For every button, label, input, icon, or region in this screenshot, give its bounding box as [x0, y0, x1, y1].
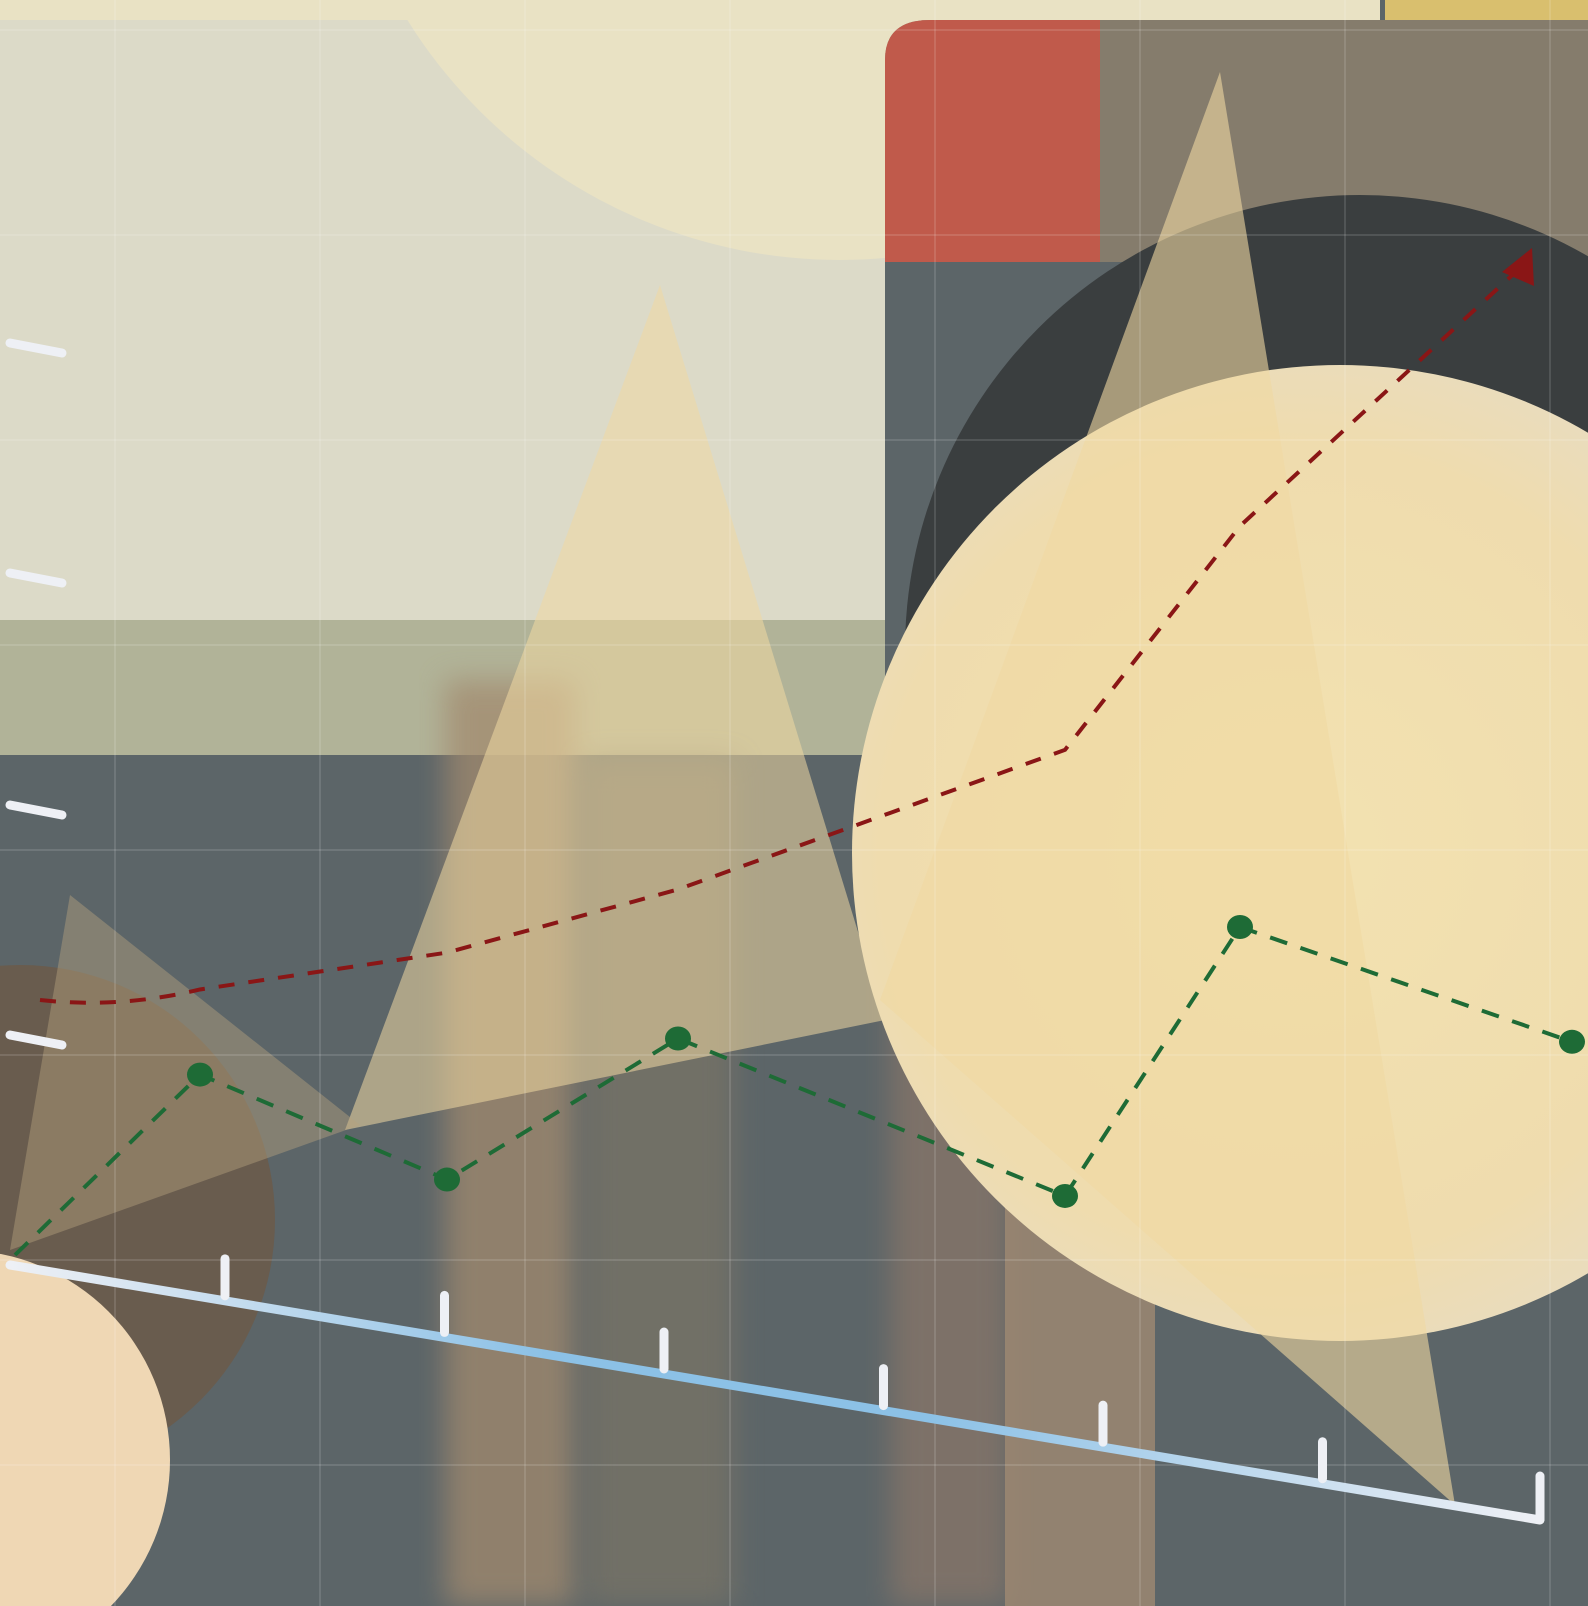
y-tick [5, 1030, 67, 1050]
red-tile [885, 20, 1100, 262]
axes [5, 65, 1545, 1525]
y-tick [5, 568, 67, 588]
y-tick [5, 338, 67, 358]
peach-circle-left [0, 1253, 170, 1606]
green-series-point [187, 1062, 213, 1087]
y-tick [5, 800, 67, 820]
sand-triangle-left [10, 895, 360, 1250]
gold-strip [1385, 0, 1588, 20]
triangle-arrow-icon [1502, 248, 1534, 286]
series-layer [13, 248, 1585, 1257]
sand-triangle-mid [345, 285, 885, 1130]
green-series-point [434, 1167, 460, 1192]
green-series-point [1559, 1029, 1585, 1054]
red-series-line [39, 266, 1522, 1005]
green-series-point [1052, 1183, 1078, 1208]
x-axis [5, 1260, 1545, 1525]
sand-triangle-tall [880, 72, 1455, 1505]
cream-strip [0, 0, 1380, 20]
green-series-point [665, 1026, 691, 1051]
green-series-point [1227, 915, 1253, 939]
